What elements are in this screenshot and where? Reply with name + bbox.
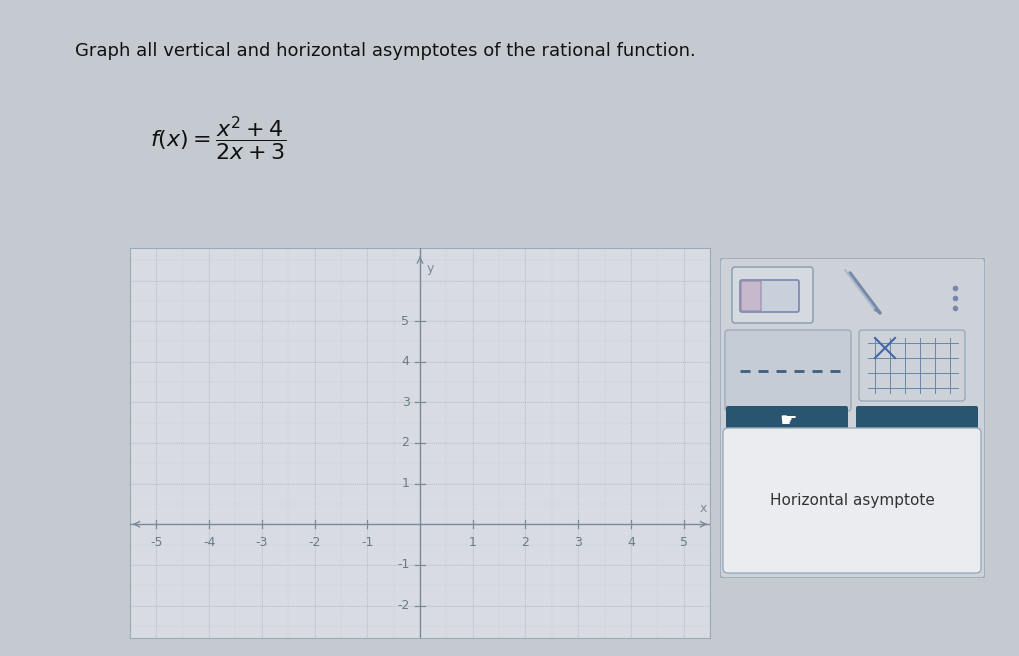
Text: -5: -5 — [150, 537, 162, 550]
Text: -2: -2 — [396, 599, 409, 612]
Text: Horizontal asymptote: Horizontal asymptote — [768, 493, 933, 508]
Text: -1: -1 — [396, 558, 409, 571]
Text: 4: 4 — [401, 356, 409, 368]
Text: 3: 3 — [401, 396, 409, 409]
FancyBboxPatch shape — [855, 406, 977, 432]
Text: 4: 4 — [627, 537, 634, 550]
FancyBboxPatch shape — [739, 280, 798, 312]
FancyBboxPatch shape — [740, 281, 760, 311]
Text: 3: 3 — [574, 537, 582, 550]
FancyBboxPatch shape — [726, 406, 847, 432]
Text: 5: 5 — [401, 315, 409, 327]
FancyBboxPatch shape — [719, 258, 984, 578]
Text: x: x — [699, 502, 706, 516]
FancyBboxPatch shape — [725, 330, 850, 411]
Text: -1: -1 — [361, 537, 373, 550]
Text: -3: -3 — [256, 537, 268, 550]
Text: ☛: ☛ — [779, 411, 796, 430]
Text: 1: 1 — [469, 537, 476, 550]
FancyBboxPatch shape — [732, 267, 812, 323]
Text: $f(x) = \dfrac{x^2+4}{2x+3}$: $f(x) = \dfrac{x^2+4}{2x+3}$ — [150, 115, 286, 163]
FancyBboxPatch shape — [858, 330, 964, 401]
Text: 2: 2 — [521, 537, 529, 550]
Text: Graph all vertical and horizontal asymptotes of the rational function.: Graph all vertical and horizontal asympt… — [75, 42, 695, 60]
Text: 5: 5 — [679, 537, 687, 550]
FancyBboxPatch shape — [722, 428, 980, 573]
Text: -2: -2 — [308, 537, 320, 550]
Text: -4: -4 — [203, 537, 215, 550]
Text: y: y — [426, 262, 433, 276]
Text: 1: 1 — [401, 477, 409, 490]
Text: 2: 2 — [401, 436, 409, 449]
